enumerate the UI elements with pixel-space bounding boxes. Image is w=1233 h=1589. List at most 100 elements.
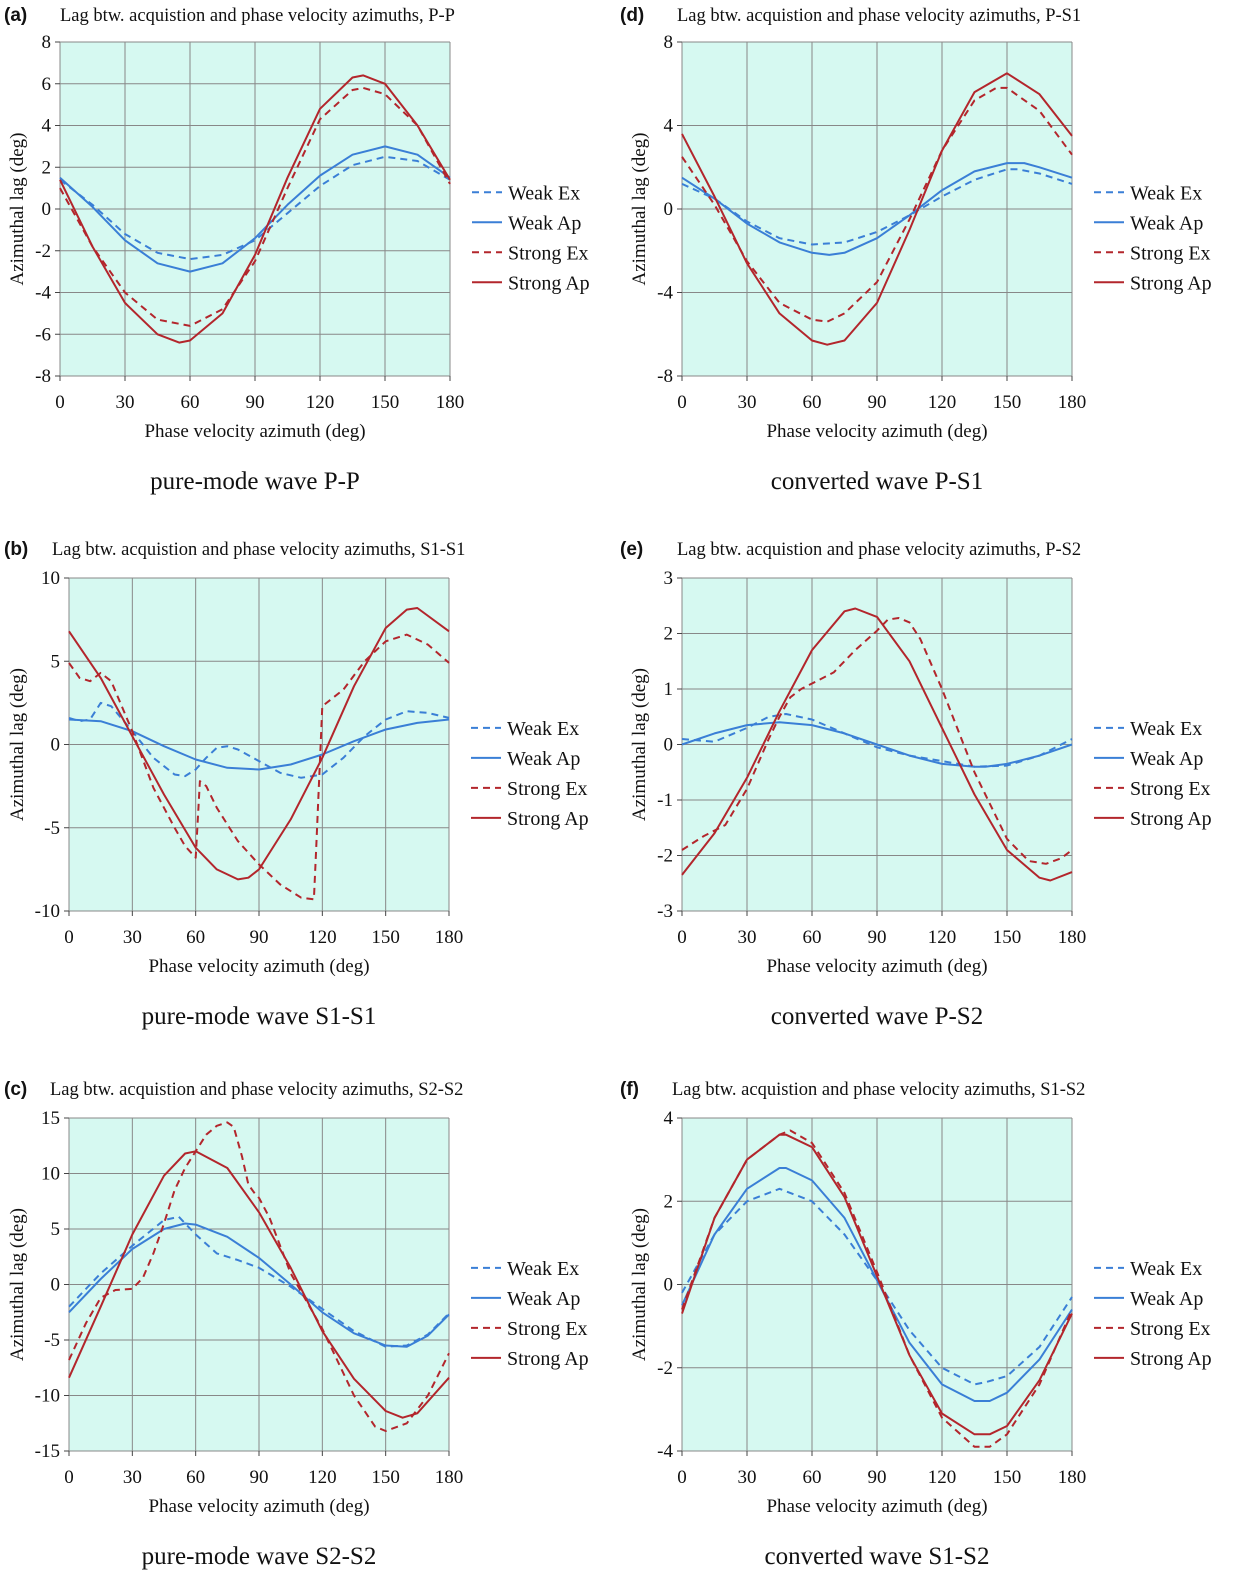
y-tick-label: -4 xyxy=(35,283,51,304)
y-tick-label: -5 xyxy=(44,1330,60,1351)
x-tick-label: 90 xyxy=(868,1467,887,1488)
legend-label: Strong Ap xyxy=(508,272,590,294)
x-tick-label: 30 xyxy=(123,1467,142,1488)
y-tick-label: 6 xyxy=(42,74,52,95)
legend-label: Strong Ap xyxy=(1130,272,1212,294)
series-line-strong-ap xyxy=(681,607,1073,882)
x-tick-label: 60 xyxy=(186,1467,205,1488)
series-line-strong-ap xyxy=(681,1133,1073,1436)
panel-letter: (f) xyxy=(620,1079,639,1100)
series-line-strong-ex xyxy=(681,1129,1073,1448)
legend-label: Strong Ex xyxy=(1130,778,1211,800)
chart-title: Lag btw. acquistion and phase velocity a… xyxy=(677,540,1081,560)
x-tick-label: 150 xyxy=(993,927,1022,948)
legend-label: Strong Ex xyxy=(1130,1318,1211,1340)
legend-label: Weak Ap xyxy=(508,212,581,234)
y-tick-label: 0 xyxy=(51,1275,61,1296)
x-axis-label: Phase velocity azimuth (deg) xyxy=(766,956,987,977)
x-tick-label: 150 xyxy=(993,392,1022,413)
chart-title: Lag btw. acquistion and phase velocity a… xyxy=(672,1080,1085,1100)
panel-caption: pure-mode wave S2-S2 xyxy=(142,1543,377,1570)
x-tick-label: 60 xyxy=(186,927,205,948)
y-axis-label: Azimuthal lag (deg) xyxy=(7,668,28,821)
legend-label: Weak Ex xyxy=(1130,718,1202,740)
panel-caption: pure-mode wave S1-S1 xyxy=(142,1003,377,1030)
x-tick-label: 90 xyxy=(868,392,887,413)
legend-label: Strong Ap xyxy=(507,808,589,830)
series-line-weak-ex xyxy=(681,1187,1073,1386)
legend-label: Weak Ex xyxy=(1130,1258,1202,1280)
x-tick-label: 150 xyxy=(371,392,400,413)
chart-title: Lag btw. acquistion and phase velocity a… xyxy=(52,540,465,560)
y-tick-label: 0 xyxy=(51,735,61,756)
chart-panel-b: (b) Lag btw. acquistion and phase velocit… xyxy=(4,539,589,1030)
y-axis-label: Azimuthal lag (deg) xyxy=(7,1208,28,1361)
y-tick-label: -4 xyxy=(657,283,673,304)
panel-letter: (a) xyxy=(4,5,27,26)
x-tick-label: 150 xyxy=(993,1467,1022,1488)
y-tick-label: 8 xyxy=(664,32,674,53)
y-tick-label: 1 xyxy=(664,679,674,700)
x-tick-label: 150 xyxy=(371,1467,400,1488)
panel-letter: (d) xyxy=(620,5,644,26)
x-axis-label: Phase velocity azimuth (deg) xyxy=(766,1496,987,1517)
y-tick-label: 2 xyxy=(664,1191,674,1212)
x-tick-label: 60 xyxy=(181,392,200,413)
x-tick-label: 0 xyxy=(55,392,65,413)
y-tick-label: 0 xyxy=(664,1275,674,1296)
series-line-strong-ex xyxy=(681,617,1073,865)
panel-caption: converted wave P-S2 xyxy=(771,1003,983,1030)
legend-label: Weak Ex xyxy=(507,718,579,740)
y-tick-label: -5 xyxy=(44,818,60,839)
x-axis-label: Phase velocity azimuth (deg) xyxy=(148,956,369,977)
legend-label: Strong Ex xyxy=(1130,242,1211,264)
x-tick-label: 30 xyxy=(738,392,757,413)
y-tick-label: -10 xyxy=(35,901,60,922)
series-line-weak-ap xyxy=(68,1222,450,1348)
y-tick-label: -6 xyxy=(35,324,51,345)
y-axis-label: Azimuthal lag (deg) xyxy=(629,132,650,285)
legend-label: Weak Ap xyxy=(1130,1288,1203,1310)
y-tick-label: -15 xyxy=(35,1441,60,1462)
y-tick-label: 0 xyxy=(664,199,674,220)
legend-label: Weak Ex xyxy=(1130,182,1202,204)
y-tick-label: 0 xyxy=(42,199,52,220)
y-tick-label: 15 xyxy=(41,1108,60,1129)
chart-panel-c: (c) Lag btw. acquistion and phase velocit… xyxy=(4,1079,589,1570)
x-tick-label: 60 xyxy=(803,927,822,948)
legend-label: Weak Ex xyxy=(508,182,580,204)
y-tick-label: 10 xyxy=(41,1164,60,1185)
x-tick-label: 120 xyxy=(308,927,337,948)
x-tick-label: 180 xyxy=(1058,392,1087,413)
x-tick-label: 0 xyxy=(677,1467,687,1488)
legend-label: Weak Ex xyxy=(507,1258,579,1280)
x-tick-label: 180 xyxy=(435,1467,464,1488)
panel-letter: (c) xyxy=(4,1079,27,1100)
panel-caption: converted wave P-S1 xyxy=(771,468,983,495)
chart-panel-a: (a) Lag btw. acquistion and phase velocit… xyxy=(4,5,590,495)
y-tick-label: -10 xyxy=(35,1386,60,1407)
legend-label: Strong Ex xyxy=(507,1318,588,1340)
series-line-weak-ap xyxy=(681,1167,1073,1402)
series-line-strong-ap xyxy=(59,74,451,344)
legend-label: Strong Ex xyxy=(507,778,588,800)
y-axis-label: Azimuthal lag (deg) xyxy=(629,1208,650,1361)
series-line-strong-ap xyxy=(68,1150,450,1419)
y-tick-label: -2 xyxy=(657,1358,673,1379)
x-tick-label: 180 xyxy=(1058,927,1087,948)
x-tick-label: 120 xyxy=(928,1467,957,1488)
y-tick-label: -1 xyxy=(657,790,673,811)
chart-panel-e: (e) Lag btw. acquistion and phase velocit… xyxy=(620,539,1212,1030)
series-line-weak-ex xyxy=(59,155,451,261)
x-axis-label: Phase velocity azimuth (deg) xyxy=(148,1496,369,1517)
x-tick-label: 0 xyxy=(677,927,687,948)
x-tick-label: 90 xyxy=(246,392,265,413)
x-tick-label: 30 xyxy=(116,392,135,413)
x-tick-label: 120 xyxy=(928,927,957,948)
series-line-weak-ap xyxy=(681,162,1073,256)
y-tick-label: 5 xyxy=(51,651,61,672)
series-line-weak-ex xyxy=(681,168,1073,246)
x-axis-label: Phase velocity azimuth (deg) xyxy=(766,421,987,442)
series-line-strong-ex xyxy=(68,1121,450,1432)
